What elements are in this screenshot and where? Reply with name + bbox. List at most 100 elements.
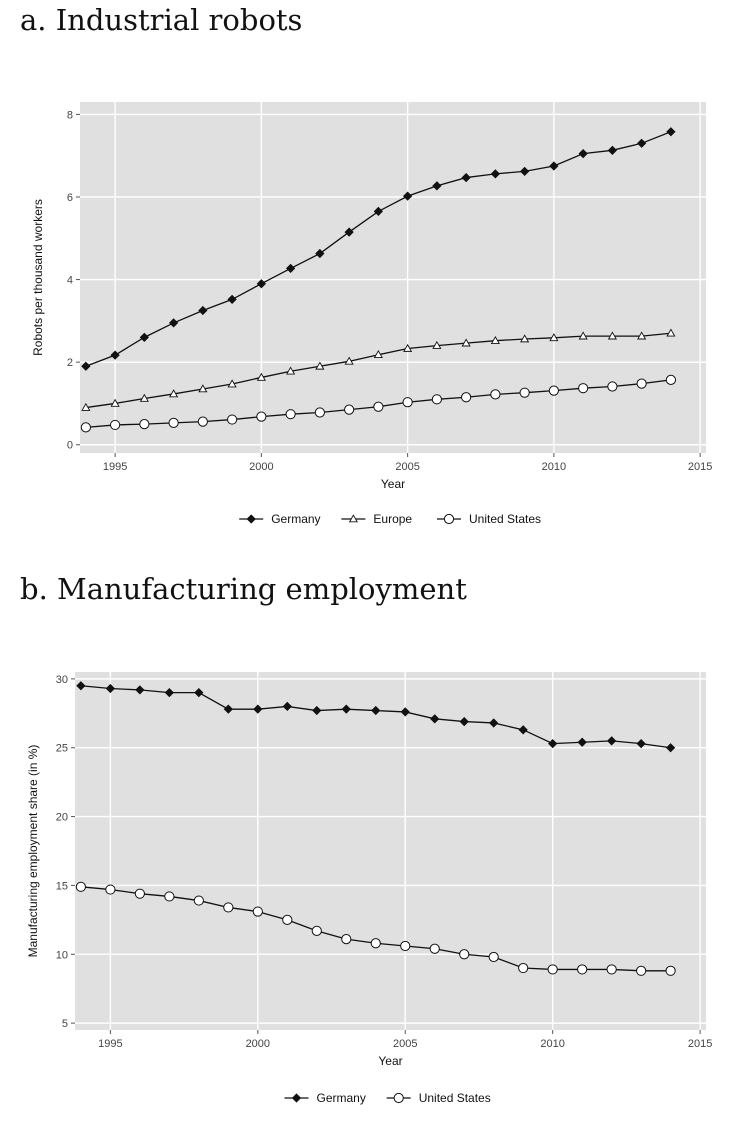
robots-point-europe [549, 333, 559, 342]
employment-x-tick-label: 1995 [98, 1038, 122, 1050]
employment-y-axis-title: Manufacturing employment share (in %) [26, 745, 40, 958]
robots-point-germany [139, 332, 149, 343]
employment-point-germany [607, 736, 617, 746]
robots-legend-label-germany: Germany [271, 512, 320, 526]
robots-point-germany [578, 148, 588, 159]
employment-point-germany [665, 743, 676, 753]
employment-point-germany [341, 704, 351, 714]
robots-point-united-states [139, 418, 150, 430]
employment-x-tick-label: 2000 [246, 1038, 270, 1050]
employment-point-united-states [282, 914, 293, 925]
employment-y-tick-label: 25 [56, 743, 68, 755]
employment-point-germany [430, 714, 440, 724]
employment-x-tick-label: 2005 [393, 1038, 417, 1050]
employment-point-germany [135, 685, 145, 695]
robots-point-united-states [285, 409, 296, 420]
robots-point-europe [286, 366, 296, 375]
robots-legend-label-united-states: United States [469, 512, 541, 526]
robots-point-germany [461, 172, 471, 183]
employment-point-united-states [518, 962, 529, 974]
employment-point-united-states [134, 888, 145, 899]
employment-point-united-states [488, 951, 499, 963]
employment-x-axis-title: Year [378, 1054, 402, 1068]
robots-point-europe [578, 331, 588, 340]
employment-point-united-states [252, 906, 263, 917]
robots-plot-area [80, 102, 706, 453]
employment-point-united-states [636, 965, 647, 976]
robots-y-tick-label: 8 [67, 109, 73, 121]
robots-y-axis-title: Robots per thousand workers [31, 199, 45, 356]
employment-point-germany [76, 681, 86, 691]
robots-point-europe [81, 402, 91, 411]
robots-point-germany [520, 166, 530, 176]
employment-y-tick-label: 15 [56, 880, 68, 892]
robots-point-united-states [373, 401, 384, 412]
employment-point-germany [371, 705, 381, 716]
employment-point-germany [548, 738, 558, 749]
employment-point-germany [194, 688, 204, 698]
employment-point-united-states [577, 964, 588, 975]
robots-point-germany [666, 127, 676, 137]
employment-point-united-states [311, 925, 322, 936]
robots-point-europe [461, 338, 471, 347]
employment-x-tick-label: 2015 [688, 1038, 712, 1050]
robots-point-europe [607, 331, 617, 340]
robots-point-germany [432, 181, 442, 191]
robots-point-germany [373, 206, 383, 217]
robots-point-united-states [256, 411, 267, 422]
robots-point-europe [198, 384, 208, 393]
employment-point-united-states [341, 934, 352, 945]
robots-point-europe [403, 343, 413, 352]
robots-point-europe [666, 328, 676, 337]
employment-point-united-states [547, 964, 558, 975]
robots-point-europe [520, 334, 530, 343]
robots-chart: 1995 2000 2005 2010 2015 0 2 4 6 8 Year Robots per … [31, 102, 712, 526]
employment-y-tick-label: 20 [56, 812, 68, 824]
employment-point-united-states [193, 895, 204, 906]
employment-x-tick-label: 2010 [540, 1038, 564, 1050]
employment-plot-area [75, 672, 706, 1030]
employment-legend-label-germany: Germany [317, 1091, 366, 1105]
employment-point-germany [577, 737, 587, 747]
robots-point-europe [344, 356, 354, 365]
robots-x-tick-label: 2015 [688, 461, 712, 473]
robots-point-united-states [80, 422, 91, 433]
robots-point-europe [110, 398, 120, 407]
robots-point-united-states [490, 389, 501, 400]
employment-point-united-states [75, 881, 86, 892]
robots-point-united-states [314, 407, 325, 418]
employment-point-germany [105, 683, 116, 694]
employment-point-united-states [370, 938, 381, 949]
robots-point-united-states [402, 397, 413, 408]
employment-point-united-states [429, 943, 440, 954]
robots-point-europe [139, 393, 149, 402]
robots-legend-marker-germany [246, 514, 256, 524]
robots-point-united-states [227, 414, 238, 425]
robots-point-united-states [519, 387, 530, 398]
robots-x-axis-title: Year [381, 477, 405, 491]
employment-point-united-states [665, 965, 676, 976]
employment-point-germany [518, 725, 528, 735]
robots-point-europe [256, 372, 266, 381]
robots-point-germany [110, 350, 120, 360]
robots-point-europe [315, 361, 325, 370]
robots-point-united-states [431, 394, 442, 405]
robots-point-germany [256, 279, 266, 289]
employment-point-germany [636, 738, 646, 749]
robots-x-tick-label: 2010 [542, 461, 566, 473]
robots-point-germany [637, 138, 647, 148]
employment-legend-marker-united-states [393, 1092, 404, 1104]
robots-point-europe [637, 331, 647, 340]
employment-point-germany [400, 707, 410, 717]
employment-point-germany [489, 718, 499, 728]
robots-y-tick-label: 4 [67, 275, 73, 287]
robots-point-united-states [607, 381, 618, 392]
robots-point-germany [315, 248, 325, 259]
robots-legend-marker-europe [348, 514, 358, 523]
employment-y-tick-label: 5 [62, 1018, 68, 1030]
robots-point-europe [169, 389, 179, 398]
employment-legend-marker-germany [291, 1093, 302, 1103]
employment-point-united-states [223, 902, 234, 913]
robots-point-europe [373, 350, 383, 359]
